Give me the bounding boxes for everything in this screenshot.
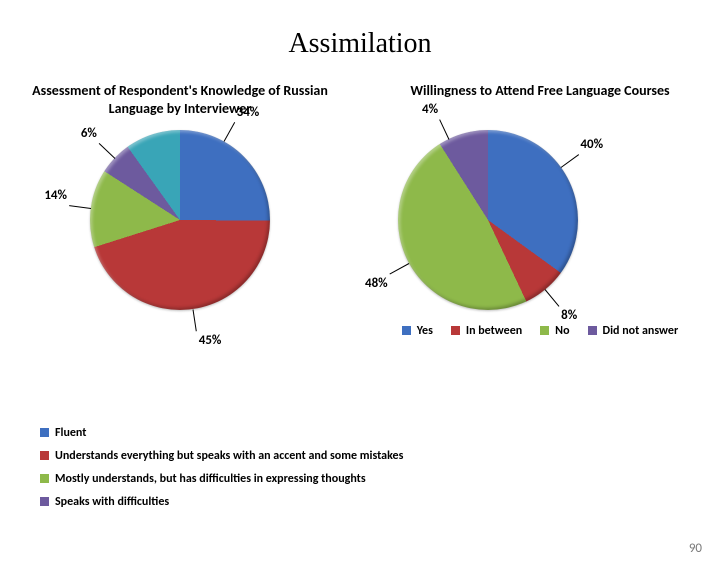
- legend-label: Yes: [417, 324, 433, 339]
- legend-swatch: [402, 326, 411, 335]
- charts-row: Assessment of Respondent's Knowledge of …: [0, 82, 720, 339]
- legend-label: No: [555, 324, 569, 339]
- legend-swatch: [540, 326, 549, 335]
- legend-label: Fluent: [55, 426, 86, 441]
- left-chart-title: Assessment of Respondent's Knowledge of …: [15, 82, 345, 120]
- legend-swatch: [40, 451, 49, 460]
- legend-swatch: [40, 497, 49, 506]
- right-pie-wrap: YesIn betweenNoDid not answer 40%8%48%4%: [398, 130, 682, 339]
- pie-callout: 40%: [580, 137, 603, 152]
- callout-leader: [545, 290, 560, 308]
- right-chart-block: Willingness to Attend Free Language Cour…: [375, 82, 705, 339]
- legend-label: Speaks with difficulties: [55, 495, 169, 510]
- legend-item: Fluent: [40, 426, 440, 441]
- callout-leader: [223, 122, 235, 142]
- page-number: 90: [689, 541, 702, 556]
- callout-leader: [193, 309, 197, 331]
- left-chart-block: Assessment of Respondent's Knowledge of …: [15, 82, 345, 310]
- pie-callout: 6%: [81, 126, 97, 141]
- legend-swatch: [451, 326, 460, 335]
- pie-callout: 14%: [44, 188, 67, 203]
- legend-item: In between: [451, 324, 522, 339]
- legend-label: Mostly understands, but has difficulties…: [55, 472, 366, 487]
- left-legend: Fluent Understands everything but speaks …: [40, 426, 440, 510]
- legend-item: Understands everything but speaks with a…: [40, 449, 440, 464]
- pie-callout: 4%: [422, 102, 438, 117]
- legend-item: Mostly understands, but has difficulties…: [40, 472, 440, 487]
- legend-label: In between: [466, 324, 522, 339]
- right-legend: Yes In between No Did not answer: [398, 324, 682, 339]
- callout-leader: [440, 119, 450, 139]
- page-title: Assimilation: [0, 28, 720, 60]
- legend-label: Did not answer: [603, 324, 679, 339]
- legend-item: Speaks with difficulties: [40, 495, 440, 510]
- pie-callout: 45%: [199, 333, 222, 348]
- callout-leader: [69, 205, 91, 209]
- legend-label: Understands everything but speaks with a…: [55, 449, 403, 464]
- callout-leader: [389, 263, 409, 274]
- legend-swatch: [588, 326, 597, 335]
- legend-item: Yes: [402, 324, 433, 339]
- legend-swatch: [40, 428, 49, 437]
- callout-leader: [99, 143, 116, 159]
- callout-leader: [560, 154, 578, 168]
- legend-swatch: [40, 474, 49, 483]
- pie-callout: 48%: [365, 276, 388, 291]
- right-pie: [398, 130, 578, 310]
- left-pie-wrap: 34%45%14%6%: [90, 130, 270, 310]
- pie-callout: 34%: [237, 105, 260, 120]
- pie-callout: 8%: [561, 308, 577, 323]
- legend-item: No: [540, 324, 569, 339]
- right-chart-title: Willingness to Attend Free Language Cour…: [410, 82, 669, 120]
- left-pie: [90, 130, 270, 310]
- legend-item: Did not answer: [588, 324, 679, 339]
